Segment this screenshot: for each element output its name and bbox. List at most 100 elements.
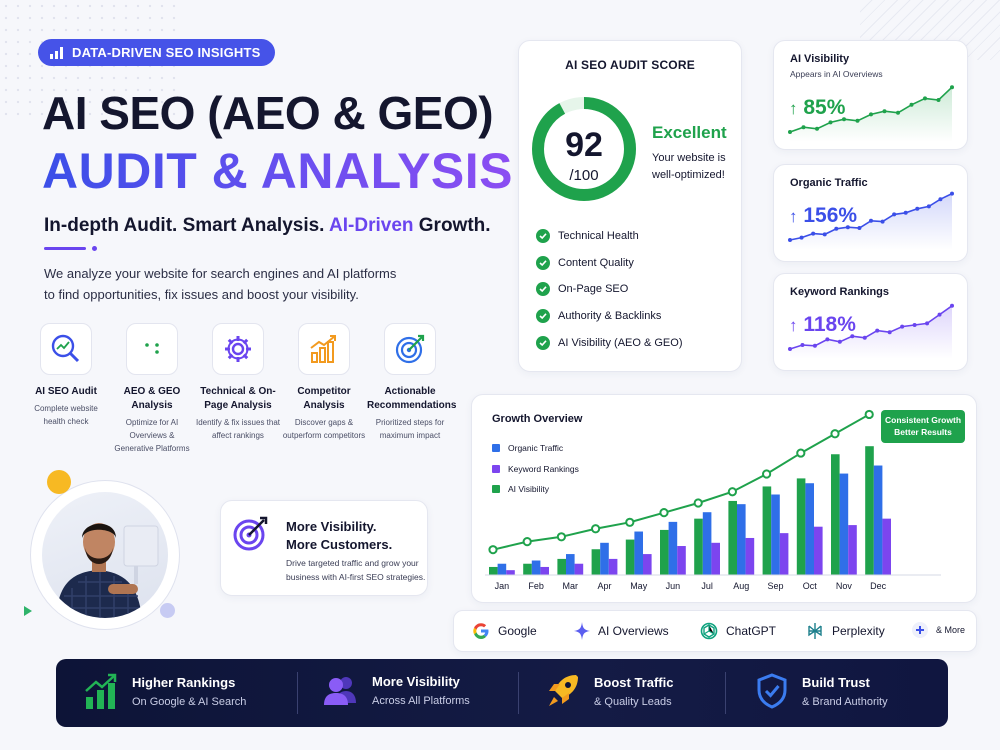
- sparkline-point: [892, 212, 897, 217]
- gauge-progress: [532, 97, 636, 201]
- bar-ai-visibility: [762, 486, 772, 575]
- metric-value-row: ↑ 118%: [789, 313, 856, 337]
- metric-title: Organic Traffic: [790, 177, 868, 189]
- sparkline-point: [845, 225, 850, 230]
- sparkline-point: [926, 204, 931, 209]
- ai-brain-icon: [145, 343, 159, 354]
- service-title: AI SEO Audit: [35, 386, 97, 397]
- bar-organic-traffic: [805, 483, 814, 575]
- sparkline-point: [869, 218, 873, 223]
- sparkline-point: [822, 232, 827, 237]
- legend-item: Organic Traffic: [492, 438, 579, 459]
- sparkline-point: [801, 125, 806, 130]
- avatar: [42, 492, 168, 618]
- audit-score-max: /100: [569, 167, 599, 184]
- sparkline-line: [789, 305, 953, 350]
- chatgpt-icon: [700, 622, 718, 640]
- sparkle-icon: [574, 622, 590, 640]
- arrow-up-icon: ↑: [789, 207, 798, 226]
- users-icon: [324, 677, 356, 705]
- bar-ai-visibility: [591, 549, 601, 575]
- sparkline-point: [850, 334, 855, 339]
- benefit-title: More Visibility: [372, 673, 460, 689]
- visibility-title-line-2: More Customers.: [286, 537, 393, 552]
- trend-point: [727, 487, 737, 497]
- platform-ai-overviews: AI Overviews: [574, 622, 669, 640]
- gear-icon: [225, 336, 251, 362]
- badge-label: DATA-DRIVEN SEO INSIGHTS: [72, 45, 261, 60]
- bar-ai-visibility: [489, 566, 498, 575]
- audit-check-label: On-Page SEO: [558, 283, 629, 296]
- benefit-more-visibility: More Visibility Across All Platforms: [324, 673, 470, 707]
- benefit-boost-traffic: Boost Traffic & Quality Leads: [546, 673, 673, 709]
- service-description: Discover gaps & outperform competitors: [282, 418, 366, 440]
- benefit-title: Build Trust: [802, 674, 870, 690]
- bar-ai-visibility: [728, 500, 737, 575]
- hero-title-line-1: AI SEO (AEO & GEO): [42, 87, 494, 139]
- growth-chart: Jan Feb Mar Apr May Jun Jul Aug Sep Oct Nov Dec: [485, 409, 941, 591]
- purple-circle-decoration: [160, 603, 175, 618]
- sparkline-point: [828, 120, 833, 125]
- legend-label: Keyword Rankings: [508, 463, 579, 474]
- metric-value: 118%: [803, 313, 856, 336]
- bar-keyword-rankings: [882, 518, 891, 575]
- check-icon: [536, 229, 550, 244]
- service-description: Identify & fix issues that affect rankin…: [195, 418, 281, 440]
- trend-point: [591, 524, 601, 534]
- audit-checklist: Technical Health Content Quality On-Page S…: [536, 223, 736, 356]
- x-tick-label: Sep: [767, 581, 783, 591]
- divider: [725, 672, 726, 714]
- sparkline-point: [936, 98, 941, 102]
- service-icon-box: [212, 323, 264, 375]
- sparkline-point: [811, 231, 816, 236]
- sparkline-point: [938, 197, 943, 202]
- trend-point: [625, 517, 635, 527]
- sparkline-point: [903, 210, 908, 215]
- sparkline-point: [923, 96, 927, 101]
- bar-chart-icon: [50, 46, 63, 59]
- visibility-card-text: Drive targeted traffic and grow your bus…: [286, 558, 426, 582]
- audit-check-item: Content Quality: [536, 250, 736, 277]
- sparkline-point: [875, 328, 880, 333]
- sparkline-point: [788, 347, 792, 351]
- service-card: Technical & On-Page Analysis Identify & f…: [195, 323, 281, 442]
- bar-keyword-rankings: [506, 570, 515, 575]
- bar-organic-traffic: [531, 560, 541, 575]
- bar-ai-visibility: [557, 558, 566, 575]
- tagline-underline: [44, 247, 86, 250]
- metric-value-row: ↑ 85%: [789, 96, 845, 120]
- sparkline-point: [788, 238, 792, 242]
- platform-label: Google: [498, 624, 537, 638]
- x-tick-label: Jun: [666, 581, 681, 591]
- growth-callout: Consistent Growth Better Results: [881, 410, 965, 443]
- audit-check-item: AI Visibility (AEO & GEO): [536, 329, 736, 356]
- bar-organic-traffic: [702, 512, 712, 575]
- metric-sparkline: [788, 191, 954, 250]
- audit-check-item: On-Page SEO: [536, 276, 736, 303]
- x-tick-label: Dec: [870, 581, 887, 591]
- check-icon: [536, 255, 550, 270]
- x-tick-label: Aug: [733, 581, 749, 591]
- sparkline-point: [887, 330, 892, 335]
- play-triangle-decoration: [24, 606, 32, 616]
- bar-keyword-rankings: [745, 537, 755, 575]
- benefit-sub: On Google & AI Search: [132, 695, 247, 708]
- legend-swatch: [492, 444, 500, 453]
- google-icon: [473, 623, 489, 639]
- bar-keyword-rankings: [779, 533, 789, 575]
- magnifier-chart-icon: [51, 334, 80, 363]
- benefit-build-trust: Build Trust & Brand Authority: [756, 673, 888, 709]
- metric-subtitle: Appears in AI Overviews: [790, 69, 883, 79]
- sparkline-point: [925, 321, 930, 326]
- service-title: Competitor Analysis: [297, 386, 351, 411]
- bar-ai-visibility: [523, 563, 532, 575]
- bar-keyword-rankings: [643, 554, 652, 575]
- platform-label: & More: [936, 625, 966, 635]
- legend-swatch: [492, 464, 500, 473]
- service-icon-box: [384, 323, 436, 375]
- rocket-icon: [549, 675, 578, 706]
- x-tick-label: Nov: [836, 581, 853, 591]
- sparkline-point: [950, 85, 954, 90]
- metric-value: 85%: [803, 96, 846, 119]
- x-tick-label: Jan: [495, 581, 510, 591]
